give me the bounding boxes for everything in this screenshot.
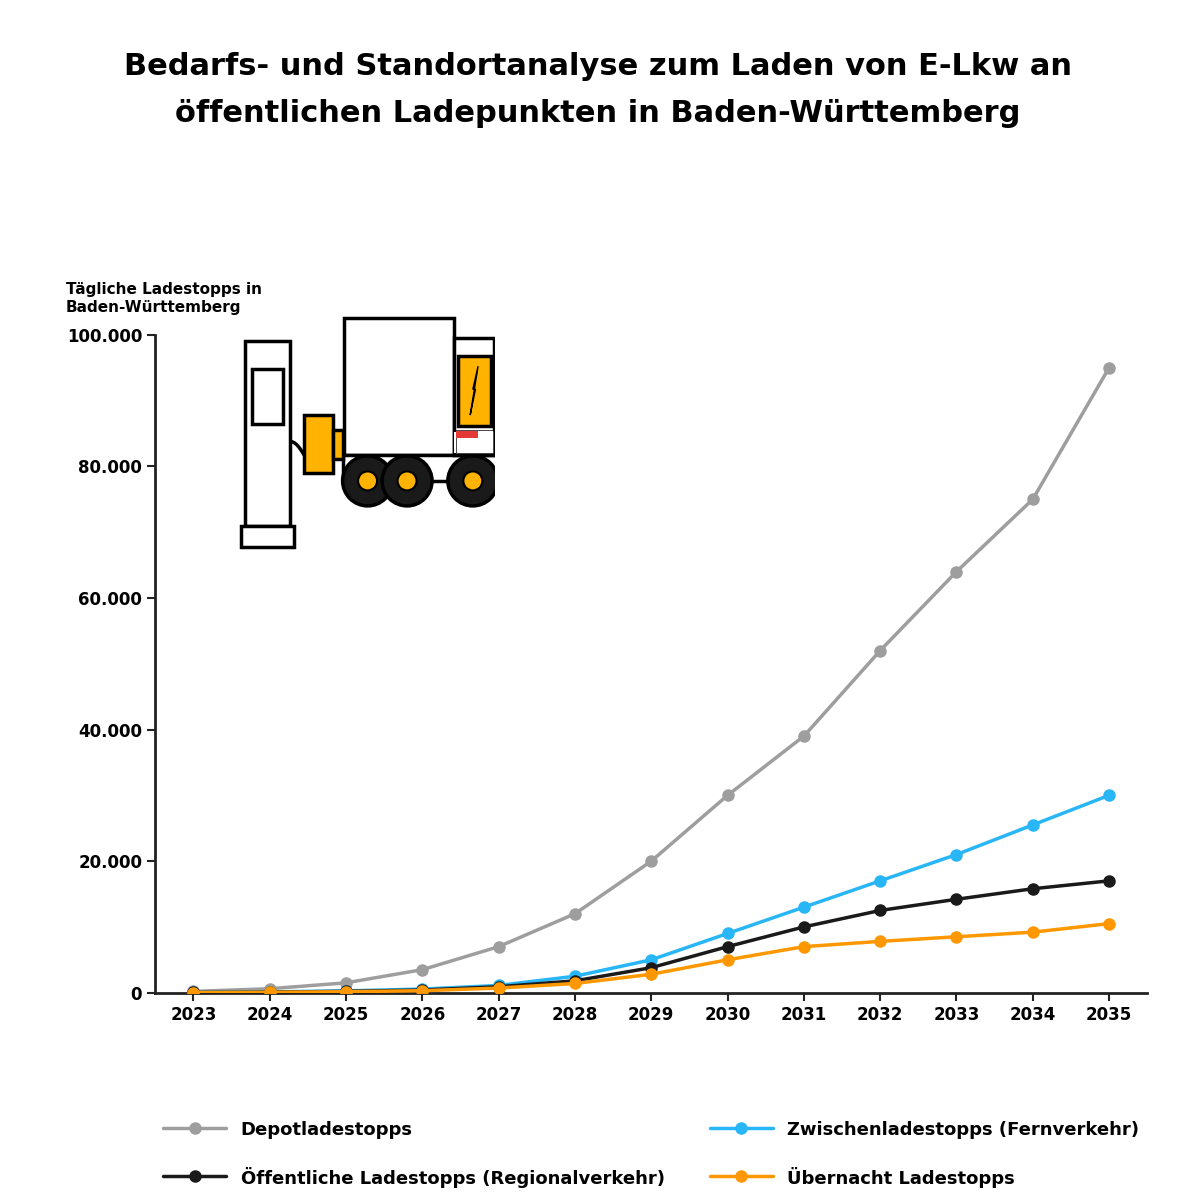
Zwischenladestopps (Fernverkehr) [415,982,429,996]
Öffentliche Ladestopps (Regionalverkehr) [491,980,505,994]
Übernacht Ladestopps [797,940,811,954]
Depotladestopps [1025,493,1040,507]
Zwischenladestopps (Fernverkehr) [491,978,505,993]
Text: Bedarfs- und Standortanalyse zum Laden von E-Lkw an: Bedarfs- und Standortanalyse zum Laden v… [123,53,1072,81]
Öffentliche Ladestopps (Regionalverkehr) [949,892,963,907]
Depotladestopps [186,984,201,999]
Line: Öffentliche Ladestopps (Regionalverkehr): Öffentliche Ladestopps (Regionalverkehr) [188,875,1115,997]
Übernacht Ladestopps [644,968,658,982]
Übernacht Ladestopps [186,986,201,1000]
Depotladestopps [568,907,582,921]
Übernacht Ladestopps [721,952,735,966]
Depotladestopps [339,976,354,990]
Öffentliche Ladestopps (Regionalverkehr) [568,974,582,988]
Zwischenladestopps (Fernverkehr) [874,873,888,887]
Depotladestopps [949,565,963,579]
Zwischenladestopps (Fernverkehr) [339,983,354,997]
Öffentliche Ladestopps (Regionalverkehr) [1025,881,1040,896]
Depotladestopps [721,788,735,803]
Öffentliche Ladestopps (Regionalverkehr) [1102,873,1116,887]
Text: Tägliche Ladestopps in
Baden-Württemberg: Tägliche Ladestopps in Baden-Württemberg [66,281,262,315]
Depotladestopps [797,728,811,743]
Öffentliche Ladestopps (Regionalverkehr) [874,903,888,917]
Zwischenladestopps (Fernverkehr) [1025,818,1040,832]
Öffentliche Ladestopps (Regionalverkehr) [263,986,277,1000]
Öffentliche Ladestopps (Regionalverkehr) [644,960,658,975]
Übernacht Ladestopps [1025,925,1040,939]
Depotladestopps [874,643,888,658]
Zwischenladestopps (Fernverkehr) [263,984,277,999]
Legend: Depotladestopps, Öffentliche Ladestopps (Regionalverkehr), Zwischenladestopps (F: Depotladestopps, Öffentliche Ladestopps … [163,1121,1140,1188]
Line: Depotladestopps: Depotladestopps [188,362,1115,997]
Depotladestopps [415,963,429,977]
Öffentliche Ladestopps (Regionalverkehr) [721,940,735,954]
Öffentliche Ladestopps (Regionalverkehr) [797,920,811,934]
Text: öffentlichen Ladepunkten in Baden-Württemberg: öffentlichen Ladepunkten in Baden-Württe… [174,99,1021,128]
Depotladestopps [644,854,658,868]
Übernacht Ladestopps [949,929,963,944]
Zwischenladestopps (Fernverkehr) [644,952,658,966]
Zwischenladestopps (Fernverkehr) [797,899,811,914]
Zwischenladestopps (Fernverkehr) [721,926,735,940]
Depotladestopps [1102,360,1116,374]
Depotladestopps [263,982,277,996]
Übernacht Ladestopps [874,934,888,948]
Öffentliche Ladestopps (Regionalverkehr) [415,983,429,997]
Übernacht Ladestopps [263,986,277,1000]
Übernacht Ladestopps [339,984,354,999]
Zwischenladestopps (Fernverkehr) [568,969,582,983]
Übernacht Ladestopps [491,981,505,995]
Depotladestopps [491,940,505,954]
Übernacht Ladestopps [568,976,582,990]
Line: Zwischenladestopps (Fernverkehr): Zwischenladestopps (Fernverkehr) [188,789,1115,997]
Öffentliche Ladestopps (Regionalverkehr) [186,986,201,1000]
Zwischenladestopps (Fernverkehr) [949,847,963,861]
Übernacht Ladestopps [415,983,429,997]
Öffentliche Ladestopps (Regionalverkehr) [339,984,354,999]
Übernacht Ladestopps [1102,916,1116,930]
Line: Übernacht Ladestopps: Übernacht Ladestopps [188,919,1115,999]
Zwischenladestopps (Fernverkehr) [1102,788,1116,803]
Zwischenladestopps (Fernverkehr) [186,986,201,1000]
